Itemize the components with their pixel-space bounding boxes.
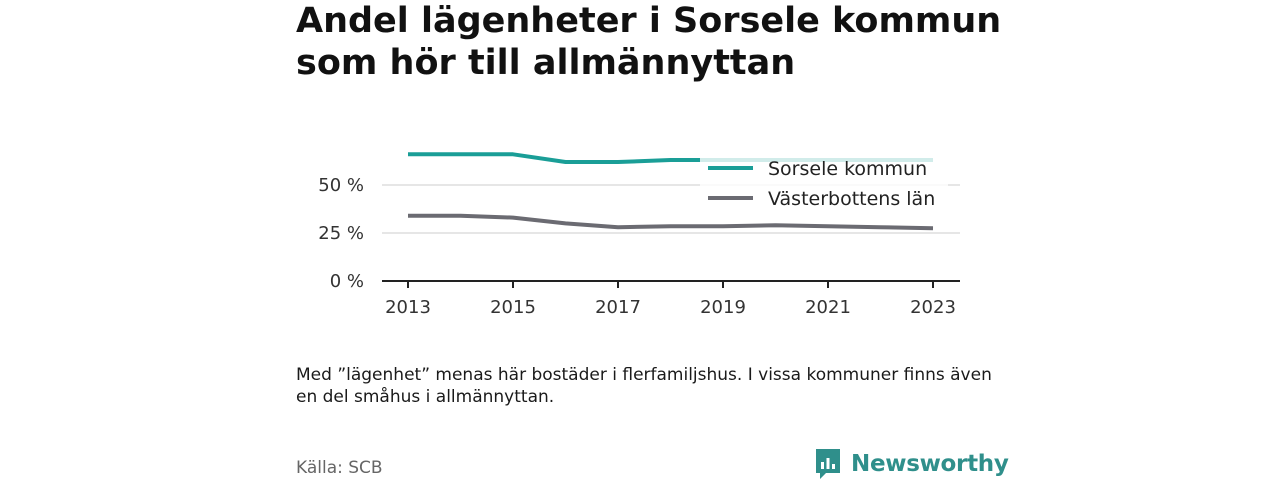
newsworthy-logo-icon — [816, 449, 840, 479]
brand-name: Newsworthy — [851, 451, 1009, 477]
y-tick-label: 0 % — [330, 271, 364, 292]
brand-logo: Newsworthy — [814, 446, 1009, 482]
x-tick-label: 2021 — [805, 297, 851, 318]
series-line-vasterbotten — [408, 213, 934, 231]
chart-title: Andel lägenheter i Sorsele kommun som hö… — [296, 1, 1002, 83]
chart-note: Med ”lägenhet” menas här bostäder i fler… — [296, 365, 992, 407]
y-tick-label: 25 % — [318, 223, 364, 244]
x-axis-labels: 2013 2015 2017 2019 2021 2023 — [385, 297, 956, 318]
x-tick-label: 2017 — [595, 297, 641, 318]
x-tick-label: 2019 — [700, 297, 746, 318]
legend-label: Västerbottens län — [768, 188, 935, 210]
legend: Sorsele kommun Västerbottens län — [700, 155, 948, 217]
legend-background — [700, 155, 948, 217]
line-chart: 0 % 25 % 50 % 2013 2015 2017 2019 2021 2023 Sor… — [318, 152, 960, 318]
y-axis-labels: 0 % 25 % 50 % — [318, 175, 364, 292]
x-tick-label: 2015 — [490, 297, 536, 318]
legend-label: Sorsele kommun — [768, 158, 927, 180]
x-tick-label: 2013 — [385, 297, 431, 318]
x-tick-label: 2023 — [910, 297, 956, 318]
x-axis — [382, 280, 960, 288]
source-label: Källa: SCB — [296, 458, 383, 478]
y-tick-label: 50 % — [318, 175, 364, 196]
